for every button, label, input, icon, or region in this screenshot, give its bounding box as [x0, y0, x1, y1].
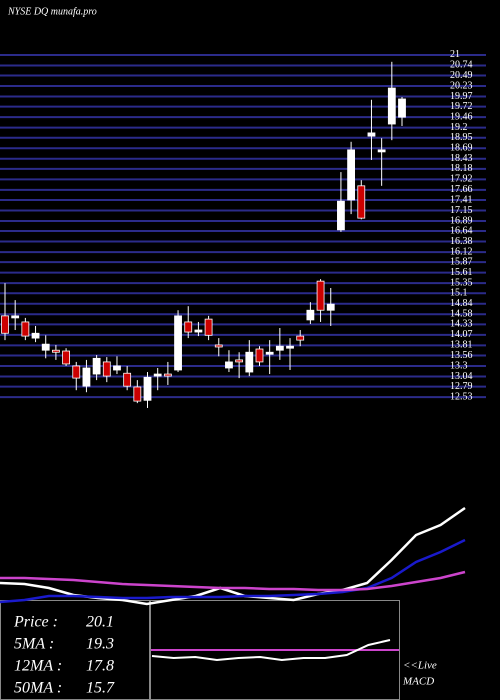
y-tick-label: 14.84 — [450, 298, 473, 309]
candle-body — [163, 373, 172, 377]
candle-body — [102, 361, 111, 377]
y-tick-label: 13.81 — [450, 340, 473, 351]
candle-body — [255, 348, 264, 363]
stat-label: 12MA : — [14, 658, 62, 675]
y-tick-label: 18.43 — [450, 153, 473, 164]
stat-value: 15.7 — [86, 680, 115, 697]
y-tick-label: 20.49 — [450, 70, 473, 81]
y-tick-label: 13.3 — [450, 360, 468, 371]
candle-body — [143, 376, 152, 401]
indicator-line — [0, 570, 466, 592]
y-tick-label: 20.23 — [450, 80, 473, 91]
candle-body — [113, 365, 121, 371]
candle-body — [398, 98, 406, 118]
stat-value: 20.1 — [86, 614, 114, 631]
candle-body — [245, 351, 254, 373]
y-tick-label: 16.64 — [450, 225, 473, 236]
y-tick-label: 15.35 — [450, 277, 473, 288]
y-tick-label: 15.1 — [450, 288, 468, 299]
y-tick-label: 14.07 — [450, 329, 473, 340]
y-tick-label: 18.18 — [450, 163, 473, 174]
candle-body — [194, 329, 203, 333]
candle-body — [184, 321, 193, 333]
candle-body — [41, 343, 50, 351]
candle-body — [92, 357, 101, 375]
candle-body — [275, 345, 284, 351]
stat-label: 50MA : — [14, 680, 62, 697]
y-tick-label: 21 — [450, 49, 460, 60]
candle-body — [51, 349, 60, 353]
y-tick-label: 16.38 — [450, 236, 473, 247]
candle-body — [11, 315, 20, 319]
candle-body — [235, 359, 244, 363]
live-label: <<Live — [403, 660, 437, 672]
candle-body — [377, 149, 386, 153]
y-tick-label: 12.53 — [450, 391, 473, 402]
y-tick-label: 16.89 — [450, 215, 473, 226]
chart-title: NYSE DQ munafa.pro — [7, 6, 97, 17]
y-tick-label: 18.69 — [450, 143, 473, 154]
candle-body — [337, 200, 345, 231]
indicator-line — [0, 538, 466, 604]
candle-body — [204, 318, 213, 336]
y-tick-label: 17.66 — [450, 184, 473, 195]
candle-body — [357, 185, 366, 219]
candle-body — [387, 87, 396, 125]
y-tick-label: 18.95 — [450, 132, 473, 143]
y-tick-label: 14.33 — [450, 319, 473, 330]
y-tick-label: 20.74 — [450, 60, 473, 71]
stat-value: 19.3 — [86, 636, 114, 653]
candle-body — [123, 372, 132, 387]
y-tick-label: 17.15 — [450, 205, 473, 216]
y-tick-label: 17.92 — [450, 174, 473, 185]
y-tick-label: 17.41 — [450, 194, 473, 205]
stat-label: 5MA : — [14, 636, 54, 653]
candle-body — [21, 321, 30, 337]
y-tick-label: 13.04 — [450, 371, 473, 382]
candle-body — [316, 280, 325, 311]
candle-body — [367, 132, 376, 137]
candle-body — [153, 373, 162, 377]
y-tick-label: 19.2 — [450, 122, 468, 133]
candle-body — [306, 309, 315, 321]
y-tick-label: 12.79 — [450, 381, 473, 392]
candle-body — [214, 344, 223, 348]
stat-label: Price : — [13, 614, 58, 631]
candle-body — [174, 315, 182, 371]
candle-body — [133, 386, 142, 402]
y-tick-label: 16.12 — [450, 246, 473, 257]
y-tick-label: 19.72 — [450, 101, 473, 112]
candle-body — [265, 351, 274, 355]
candle-body — [286, 345, 294, 349]
candle-body — [347, 149, 356, 201]
macd-label: MACD — [402, 676, 434, 688]
candle-body — [82, 367, 91, 387]
y-tick-label: 14.58 — [450, 309, 473, 320]
macd-line — [151, 639, 391, 662]
candle-body — [62, 350, 70, 365]
y-tick-label: 19.46 — [450, 111, 473, 122]
candle-body — [72, 365, 81, 379]
candle-body — [225, 361, 233, 369]
candle-body — [326, 303, 335, 311]
stat-value: 17.8 — [86, 658, 114, 675]
y-tick-label: 15.61 — [450, 267, 473, 278]
y-tick-label: 13.56 — [450, 350, 473, 361]
candle-body — [296, 335, 305, 341]
y-tick-label: 19.97 — [450, 91, 473, 102]
y-tick-label: 15.87 — [450, 256, 473, 267]
candle-body — [1, 315, 9, 334]
candle-body — [31, 332, 40, 339]
